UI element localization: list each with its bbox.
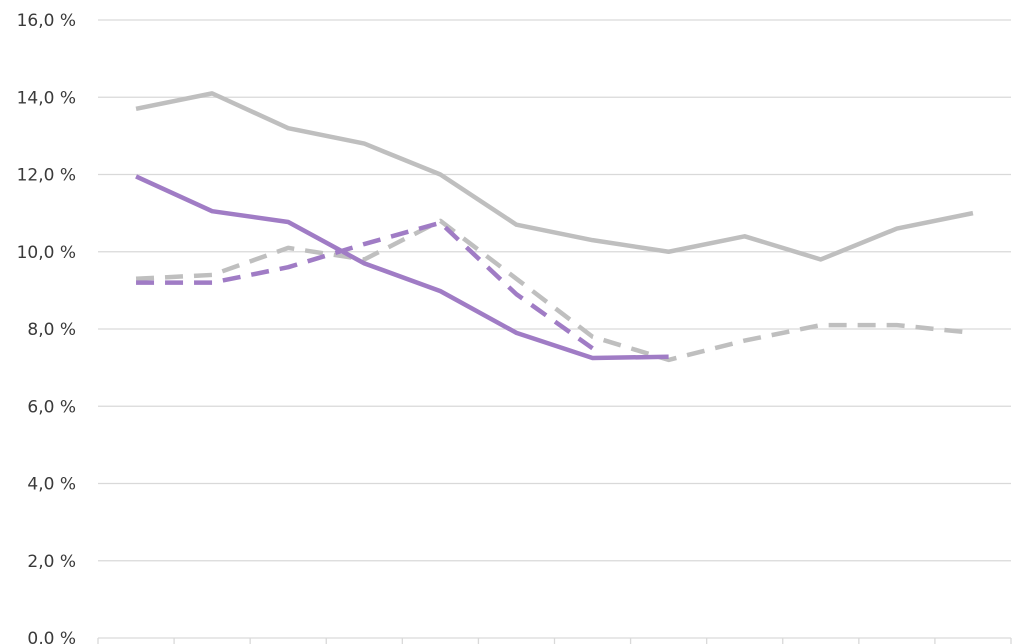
series-line-2 <box>135 218 974 363</box>
y-tick-label: 12,0 % <box>17 166 76 186</box>
y-tick-label: 6,0 % <box>27 397 76 417</box>
y-axis: 0,0 % 2,0 % 4,0 % 6,0 % 8,0 % 10,0 % 12,0 % 14,… <box>17 11 76 644</box>
grid-layer <box>98 19 1011 639</box>
y-tick-label: 8,0 % <box>27 320 76 340</box>
y-tick-label: 14,0 % <box>17 88 76 108</box>
y-tick-label: 0,0 % <box>27 629 76 644</box>
series-layer <box>135 91 974 363</box>
y-tick-label: 16,0 % <box>17 11 76 31</box>
y-tick-label: 2,0 % <box>27 552 76 572</box>
y-tick-label: 10,0 % <box>17 243 76 263</box>
series-line-3 <box>135 174 669 361</box>
y-tick-label: 4,0 % <box>27 475 76 495</box>
series-line-1 <box>135 91 974 262</box>
series-line-4 <box>136 220 594 351</box>
x-axis-ticks <box>97 638 1012 644</box>
